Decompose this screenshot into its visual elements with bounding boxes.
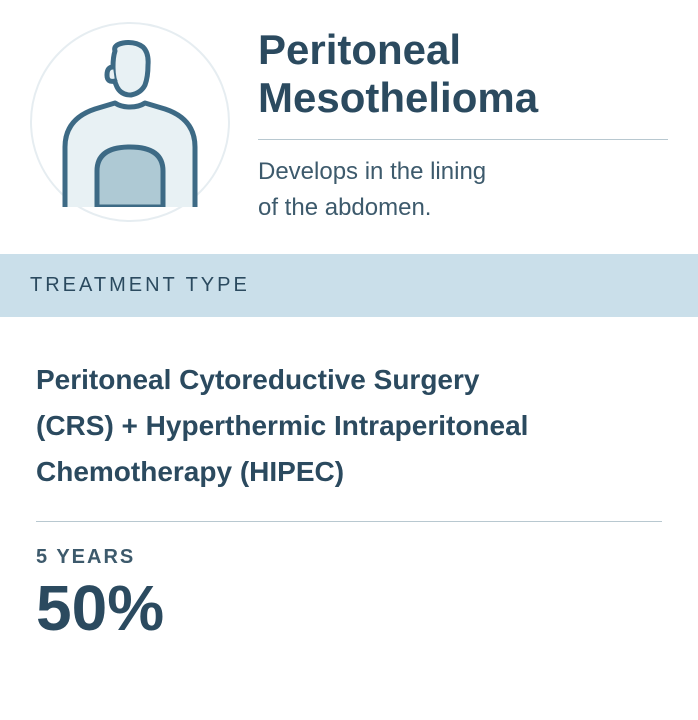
section-band: TREATMENT TYPE [0,254,698,317]
treatment-line-1: Peritoneal Cytoreductive Surgery [36,364,479,395]
subtitle-line-1: Develops in the lining [258,158,486,185]
treatment-line-2: (CRS) + Hyperthermic Intraperitoneal [36,410,528,441]
icon-circle [30,22,230,222]
subtitle-line-2: of the abdomen. [258,194,431,221]
page-title: Peritoneal Mesothelioma [258,26,668,123]
title-divider [258,139,668,140]
stat-percent: 50% [36,575,662,642]
subtitle: Develops in the lining of the abdomen. [258,154,668,226]
header-text: Peritoneal Mesothelioma Develops in the … [258,22,668,226]
torso-abdomen-icon [55,37,205,207]
treatment-line-3: Chemotherapy (HIPEC) [36,456,344,487]
band-label: TREATMENT TYPE [30,274,668,297]
stat-duration: 5 YEARS [36,546,662,569]
header: Peritoneal Mesothelioma Develops in the … [0,0,698,254]
content-divider [36,521,662,522]
treatment-text: Peritoneal Cytoreductive Surgery (CRS) +… [36,357,662,496]
content: Peritoneal Cytoreductive Surgery (CRS) +… [0,317,698,643]
